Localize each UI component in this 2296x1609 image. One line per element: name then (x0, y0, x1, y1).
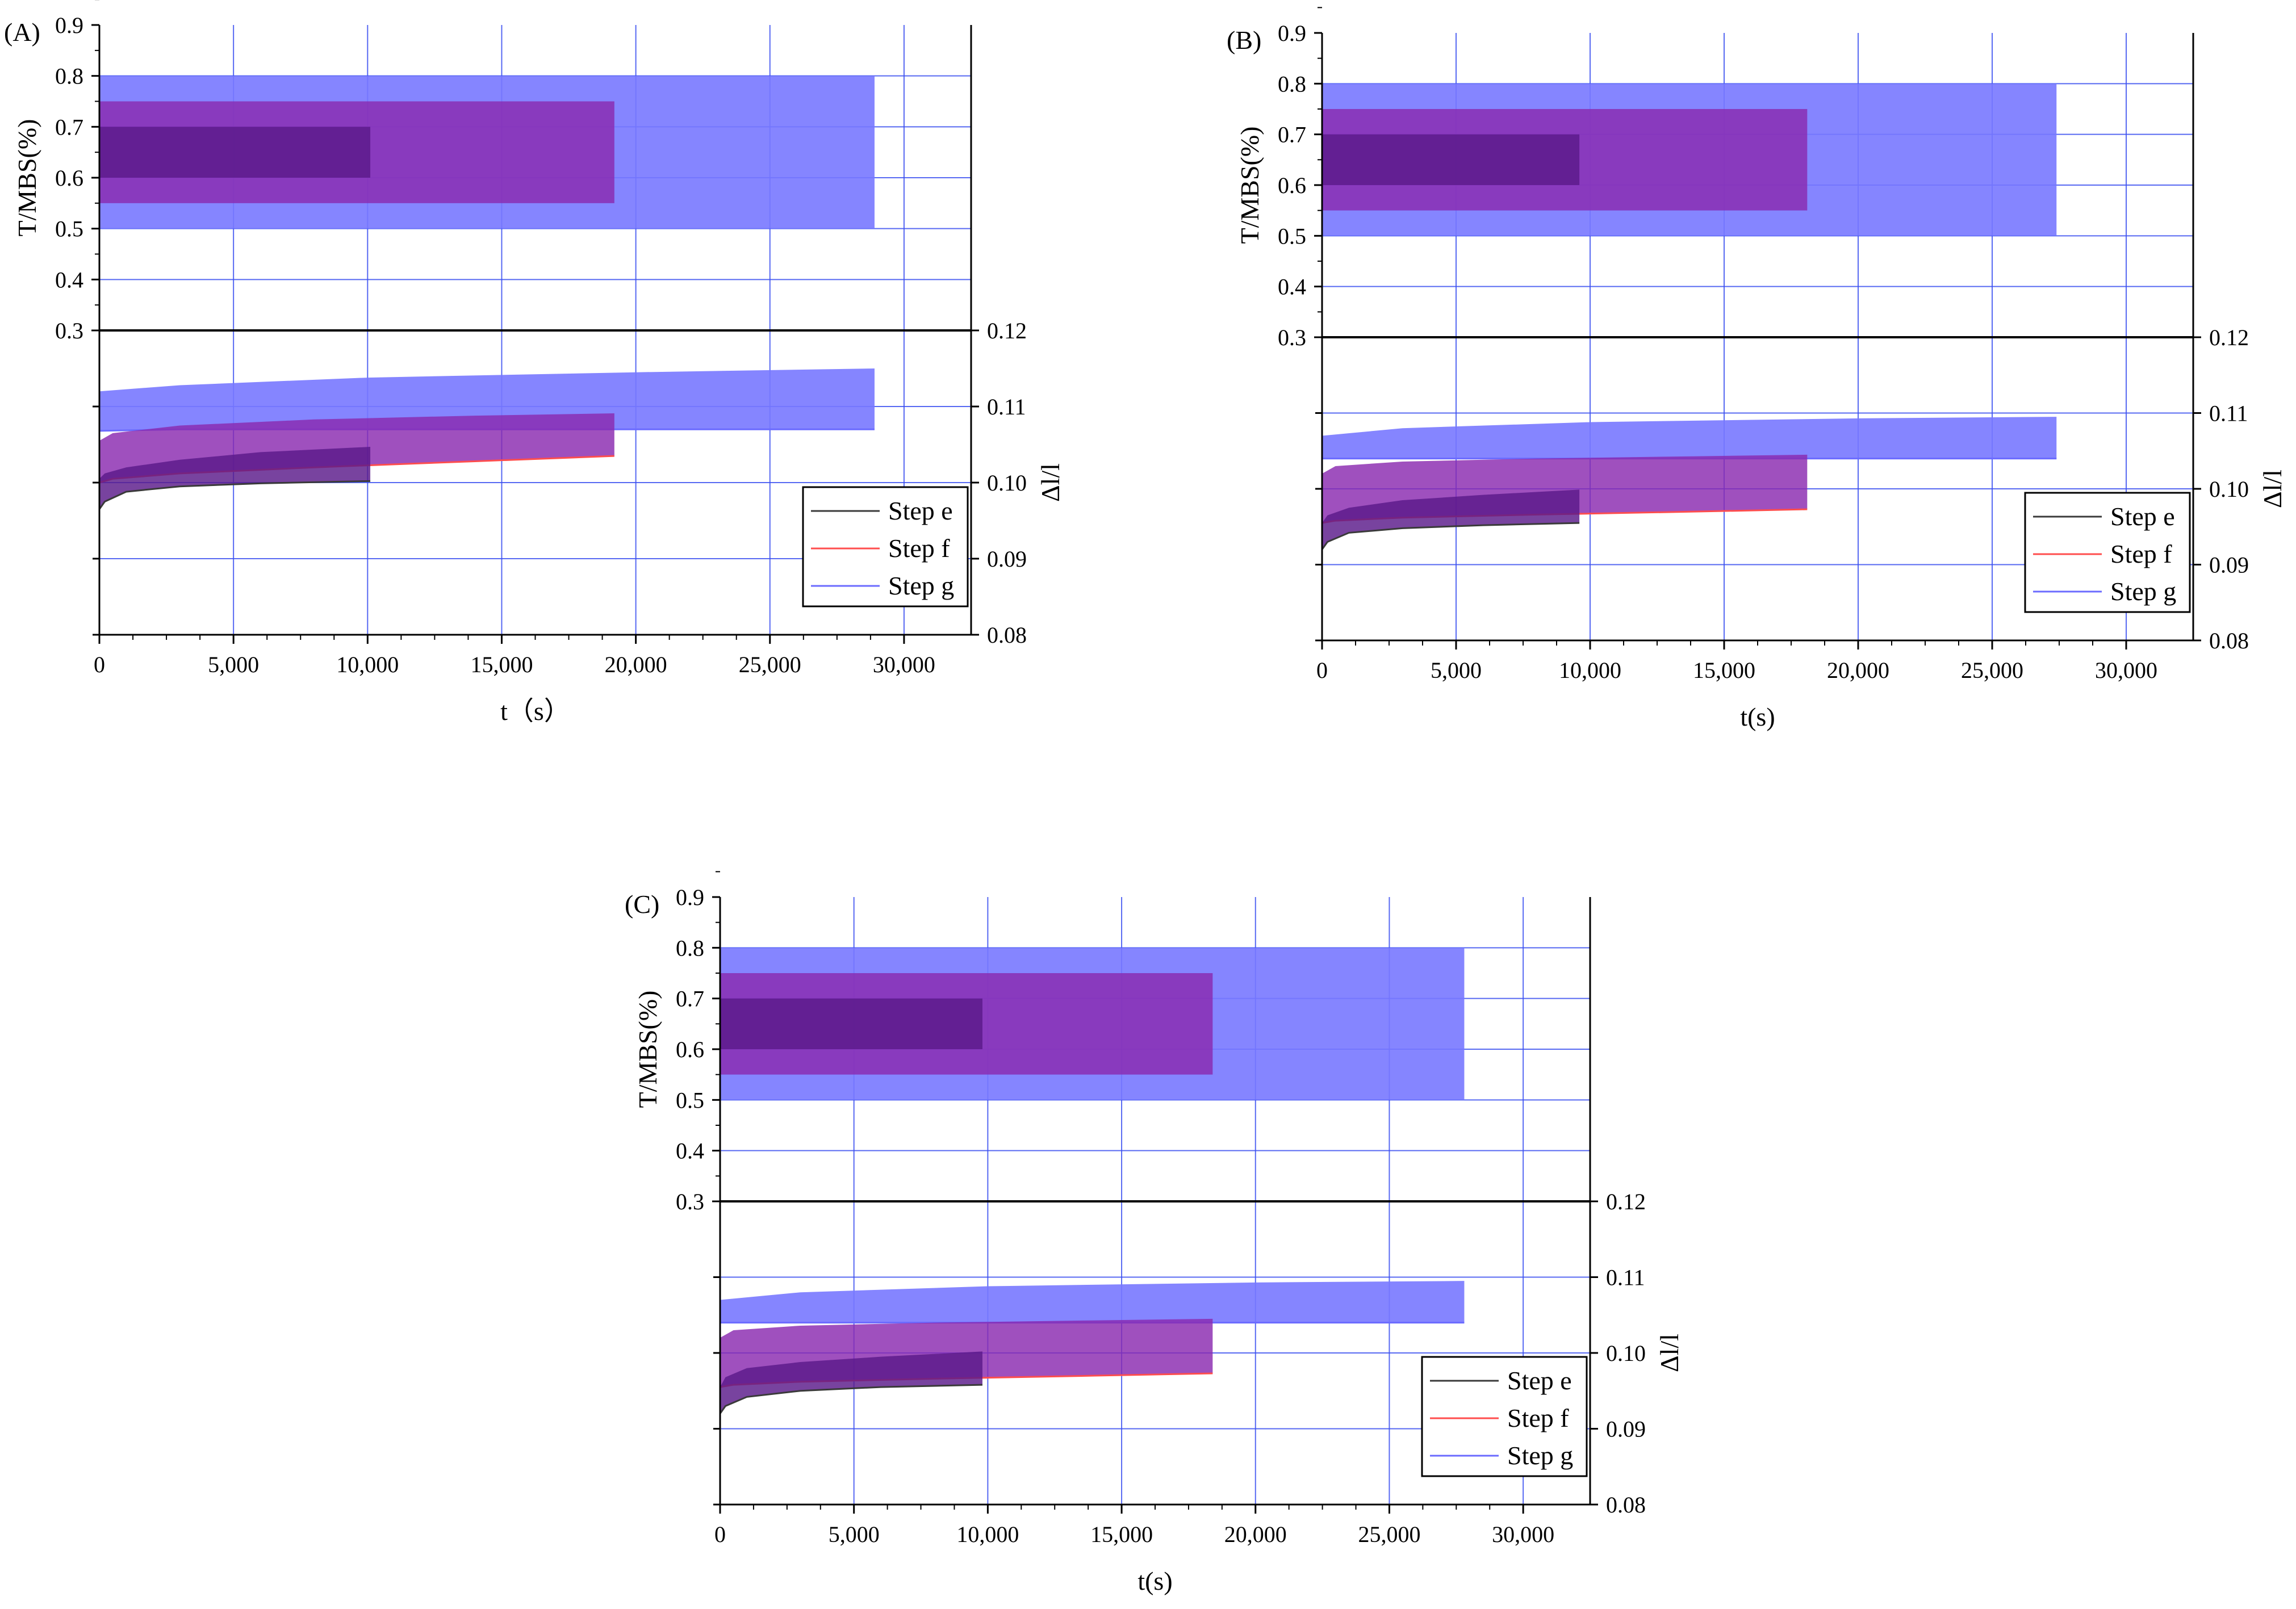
strain-trace-step-e (1321, 522, 1580, 550)
x-tick-label: 10,000 (336, 652, 399, 677)
x-tick-label: 5,000 (829, 1522, 880, 1547)
x-tick-label: 20,000 (1827, 657, 1889, 683)
top-y-tick-label: 0.7 (55, 114, 83, 140)
x-tick-label: 0 (1316, 657, 1328, 683)
bottom-y-tick-label: 0.12 (1606, 1189, 1646, 1214)
top-y-tick-label: 0.6 (1278, 173, 1306, 198)
top-y-axis-title: T/MBS(%) (12, 119, 41, 237)
strain-band-step-e (720, 1351, 982, 1414)
legend-label: Step g (888, 571, 954, 600)
top-y-tick-label: 0.3 (1278, 325, 1306, 350)
x-tick-label: 0 (94, 652, 105, 677)
x-tick-label: 30,000 (873, 652, 935, 677)
x-tick-label: 10,000 (1559, 657, 1621, 683)
strain-band-step-e (99, 447, 371, 509)
strain-trace-step-e (98, 480, 371, 510)
top-y-tick-label: 0.5 (55, 216, 83, 242)
bottom-y-tick-label: 0.11 (1606, 1265, 1645, 1290)
top-y-tick-label: 0.3 (676, 1189, 704, 1214)
bottom-y-tick-label: 0.12 (2209, 325, 2249, 350)
strain-band-step-g (720, 1281, 1465, 1323)
top-y-tick-label: 0.7 (676, 986, 704, 1012)
top-y-tick-label: 0.8 (676, 935, 704, 961)
legend-label: Step g (2110, 577, 2176, 606)
panel-c: 0 5,000 10,000 15,000 20,000 25,000 30,000 0.3 0… (625, 871, 1684, 1595)
legend-label: Step f (1507, 1403, 1569, 1432)
strain-band-step-g (99, 368, 875, 431)
top-y-tick-label: 0.8 (1278, 71, 1306, 97)
x-tick-label: 10,000 (956, 1522, 1019, 1547)
top-y-tick-label: 0.4 (1278, 274, 1306, 300)
panel-b: 0 5,000 10,000 15,000 20,000 25,000 30,000 0.3 0… (1227, 7, 2287, 731)
panel-label: (C) (625, 890, 659, 919)
strain-band-step-g (1322, 417, 2057, 459)
bottom-y-tick-label: 0.08 (2209, 628, 2249, 653)
strain-band-step-e (1322, 489, 1580, 550)
x-tick-label: 20,000 (1224, 1522, 1287, 1547)
top-y-axis-title: T/MBS(%) (633, 991, 662, 1108)
x-tick-label: 25,000 (1358, 1522, 1420, 1547)
panel-a: 0 5,000 10,000 15,000 20,000 25,000 30,000 0.3 0… (4, 0, 1065, 726)
load-band-step-e (99, 127, 371, 178)
legend-label: Step g (1507, 1441, 1573, 1470)
top-y-tick-label: 0.7 (1278, 122, 1306, 148)
panel-label: (B) (1227, 26, 1261, 55)
top-y-tick-label: 0.9 (55, 12, 83, 38)
x-tick-label: 25,000 (739, 652, 801, 677)
x-tick-label: 5,000 (208, 652, 259, 677)
top-y-tick-label: 0.6 (55, 165, 83, 191)
top-y-tick-label: 0.6 (676, 1037, 704, 1062)
x-tick-label: 30,000 (2095, 657, 2157, 683)
top-y-tick-label: 0.5 (676, 1087, 704, 1113)
x-tick-label: 30,000 (1492, 1522, 1554, 1547)
x-tick-label: 15,000 (1693, 657, 1755, 683)
x-tick-label: 15,000 (1090, 1522, 1153, 1547)
legend-label: Step e (1507, 1366, 1572, 1395)
top-y-axis-title: T/MBS(%) (1235, 127, 1264, 244)
bottom-y-tick-label: 0.10 (2209, 476, 2249, 502)
load-band-step-e (1322, 134, 1580, 185)
top-y-tick-label: 0.9 (1278, 20, 1306, 46)
top-y-tick-label: 0.9 (676, 885, 704, 910)
legend-label: Step f (2110, 539, 2172, 568)
load-band-step-e (720, 998, 982, 1049)
top-y-tick-label: 0.3 (55, 318, 83, 343)
x-tick-label: 5,000 (1431, 657, 1482, 683)
legend-label: Step e (2110, 502, 2175, 531)
panel-label: (A) (4, 18, 40, 47)
top-y-tick-label: 0.4 (55, 267, 83, 292)
bottom-y-axis-title: Δl/l (2258, 470, 2287, 508)
bottom-y-tick-label: 0.10 (987, 470, 1027, 496)
bottom-y-tick-label: 0.12 (987, 318, 1027, 343)
x-axis-title: t(s) (1137, 1566, 1172, 1595)
x-tick-label: 25,000 (1961, 657, 2023, 683)
top-y-tick-label: 0.4 (676, 1138, 704, 1164)
legend-label: Step f (888, 534, 950, 563)
bottom-y-tick-label: 0.09 (1606, 1417, 1646, 1442)
top-y-tick-label: 0.8 (55, 64, 83, 89)
bottom-y-tick-label: 0.08 (1606, 1492, 1646, 1518)
x-axis-title: t（s） (500, 697, 570, 726)
bottom-y-axis-title: Δl/l (1036, 463, 1065, 502)
x-tick-label: 0 (714, 1522, 726, 1547)
x-tick-label: 20,000 (605, 652, 667, 677)
bottom-y-tick-label: 0.09 (2209, 552, 2249, 578)
top-y-tick-label: 0.5 (1278, 223, 1306, 249)
x-tick-label: 15,000 (470, 652, 533, 677)
strain-trace-step-e (719, 1384, 982, 1414)
bottom-y-tick-label: 0.09 (987, 546, 1027, 572)
bottom-y-tick-label: 0.11 (987, 394, 1026, 420)
bottom-y-tick-label: 0.11 (2209, 401, 2248, 426)
legend-label: Step e (888, 496, 953, 525)
bottom-y-axis-title: Δl/l (1655, 1334, 1684, 1372)
bottom-y-tick-label: 0.10 (1606, 1340, 1646, 1366)
bottom-y-tick-label: 0.08 (987, 622, 1027, 648)
x-axis-title: t(s) (1740, 702, 1775, 731)
